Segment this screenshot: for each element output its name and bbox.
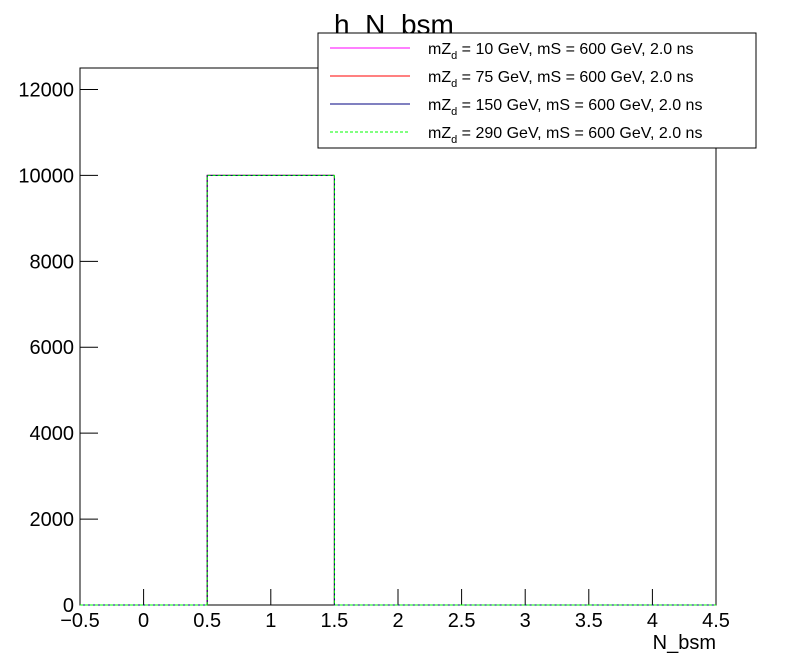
x-tick-label: 3.5 bbox=[575, 610, 603, 632]
y-tick-label: 12000 bbox=[18, 79, 74, 101]
x-tick-label: 2.5 bbox=[448, 610, 476, 632]
x-tick-label: 1 bbox=[265, 610, 276, 632]
histogram-bin bbox=[206, 174, 335, 605]
histogram-series bbox=[80, 174, 716, 606]
y-tick-label: 2000 bbox=[30, 509, 75, 531]
legend-label: mZd = 75 GeV, mS = 600 GeV, 2.0 ns bbox=[428, 69, 694, 90]
y-tick-label: 8000 bbox=[30, 251, 75, 273]
legend-label: mZd = 10 GeV, mS = 600 GeV, 2.0 ns bbox=[428, 41, 694, 62]
x-tick-label: 2 bbox=[392, 610, 403, 632]
legend-label: mZd = 150 GeV, mS = 600 GeV, 2.0 ns bbox=[428, 97, 702, 118]
legend-label: mZd = 290 GeV, mS = 600 GeV, 2.0 ns bbox=[428, 125, 702, 146]
x-tick-label: 1.5 bbox=[320, 610, 348, 632]
y-tick-label: 10000 bbox=[18, 165, 74, 187]
histogram-bin bbox=[333, 175, 462, 606]
x-tick-label: −0.5 bbox=[60, 610, 99, 632]
x-axis-label: N_bsm bbox=[653, 632, 716, 654]
x-tick-label: 4.5 bbox=[702, 610, 730, 632]
x-tick-label: 4 bbox=[647, 610, 658, 632]
x-tick-label: 0.5 bbox=[193, 610, 221, 632]
y-tick-label: 4000 bbox=[30, 423, 75, 445]
legend-box bbox=[317, 32, 757, 149]
x-tick-label: 3 bbox=[520, 610, 531, 632]
y-tick-label: 0 bbox=[63, 595, 74, 617]
x-tick-label: 0 bbox=[138, 610, 149, 632]
y-tick-label: 6000 bbox=[30, 337, 75, 359]
